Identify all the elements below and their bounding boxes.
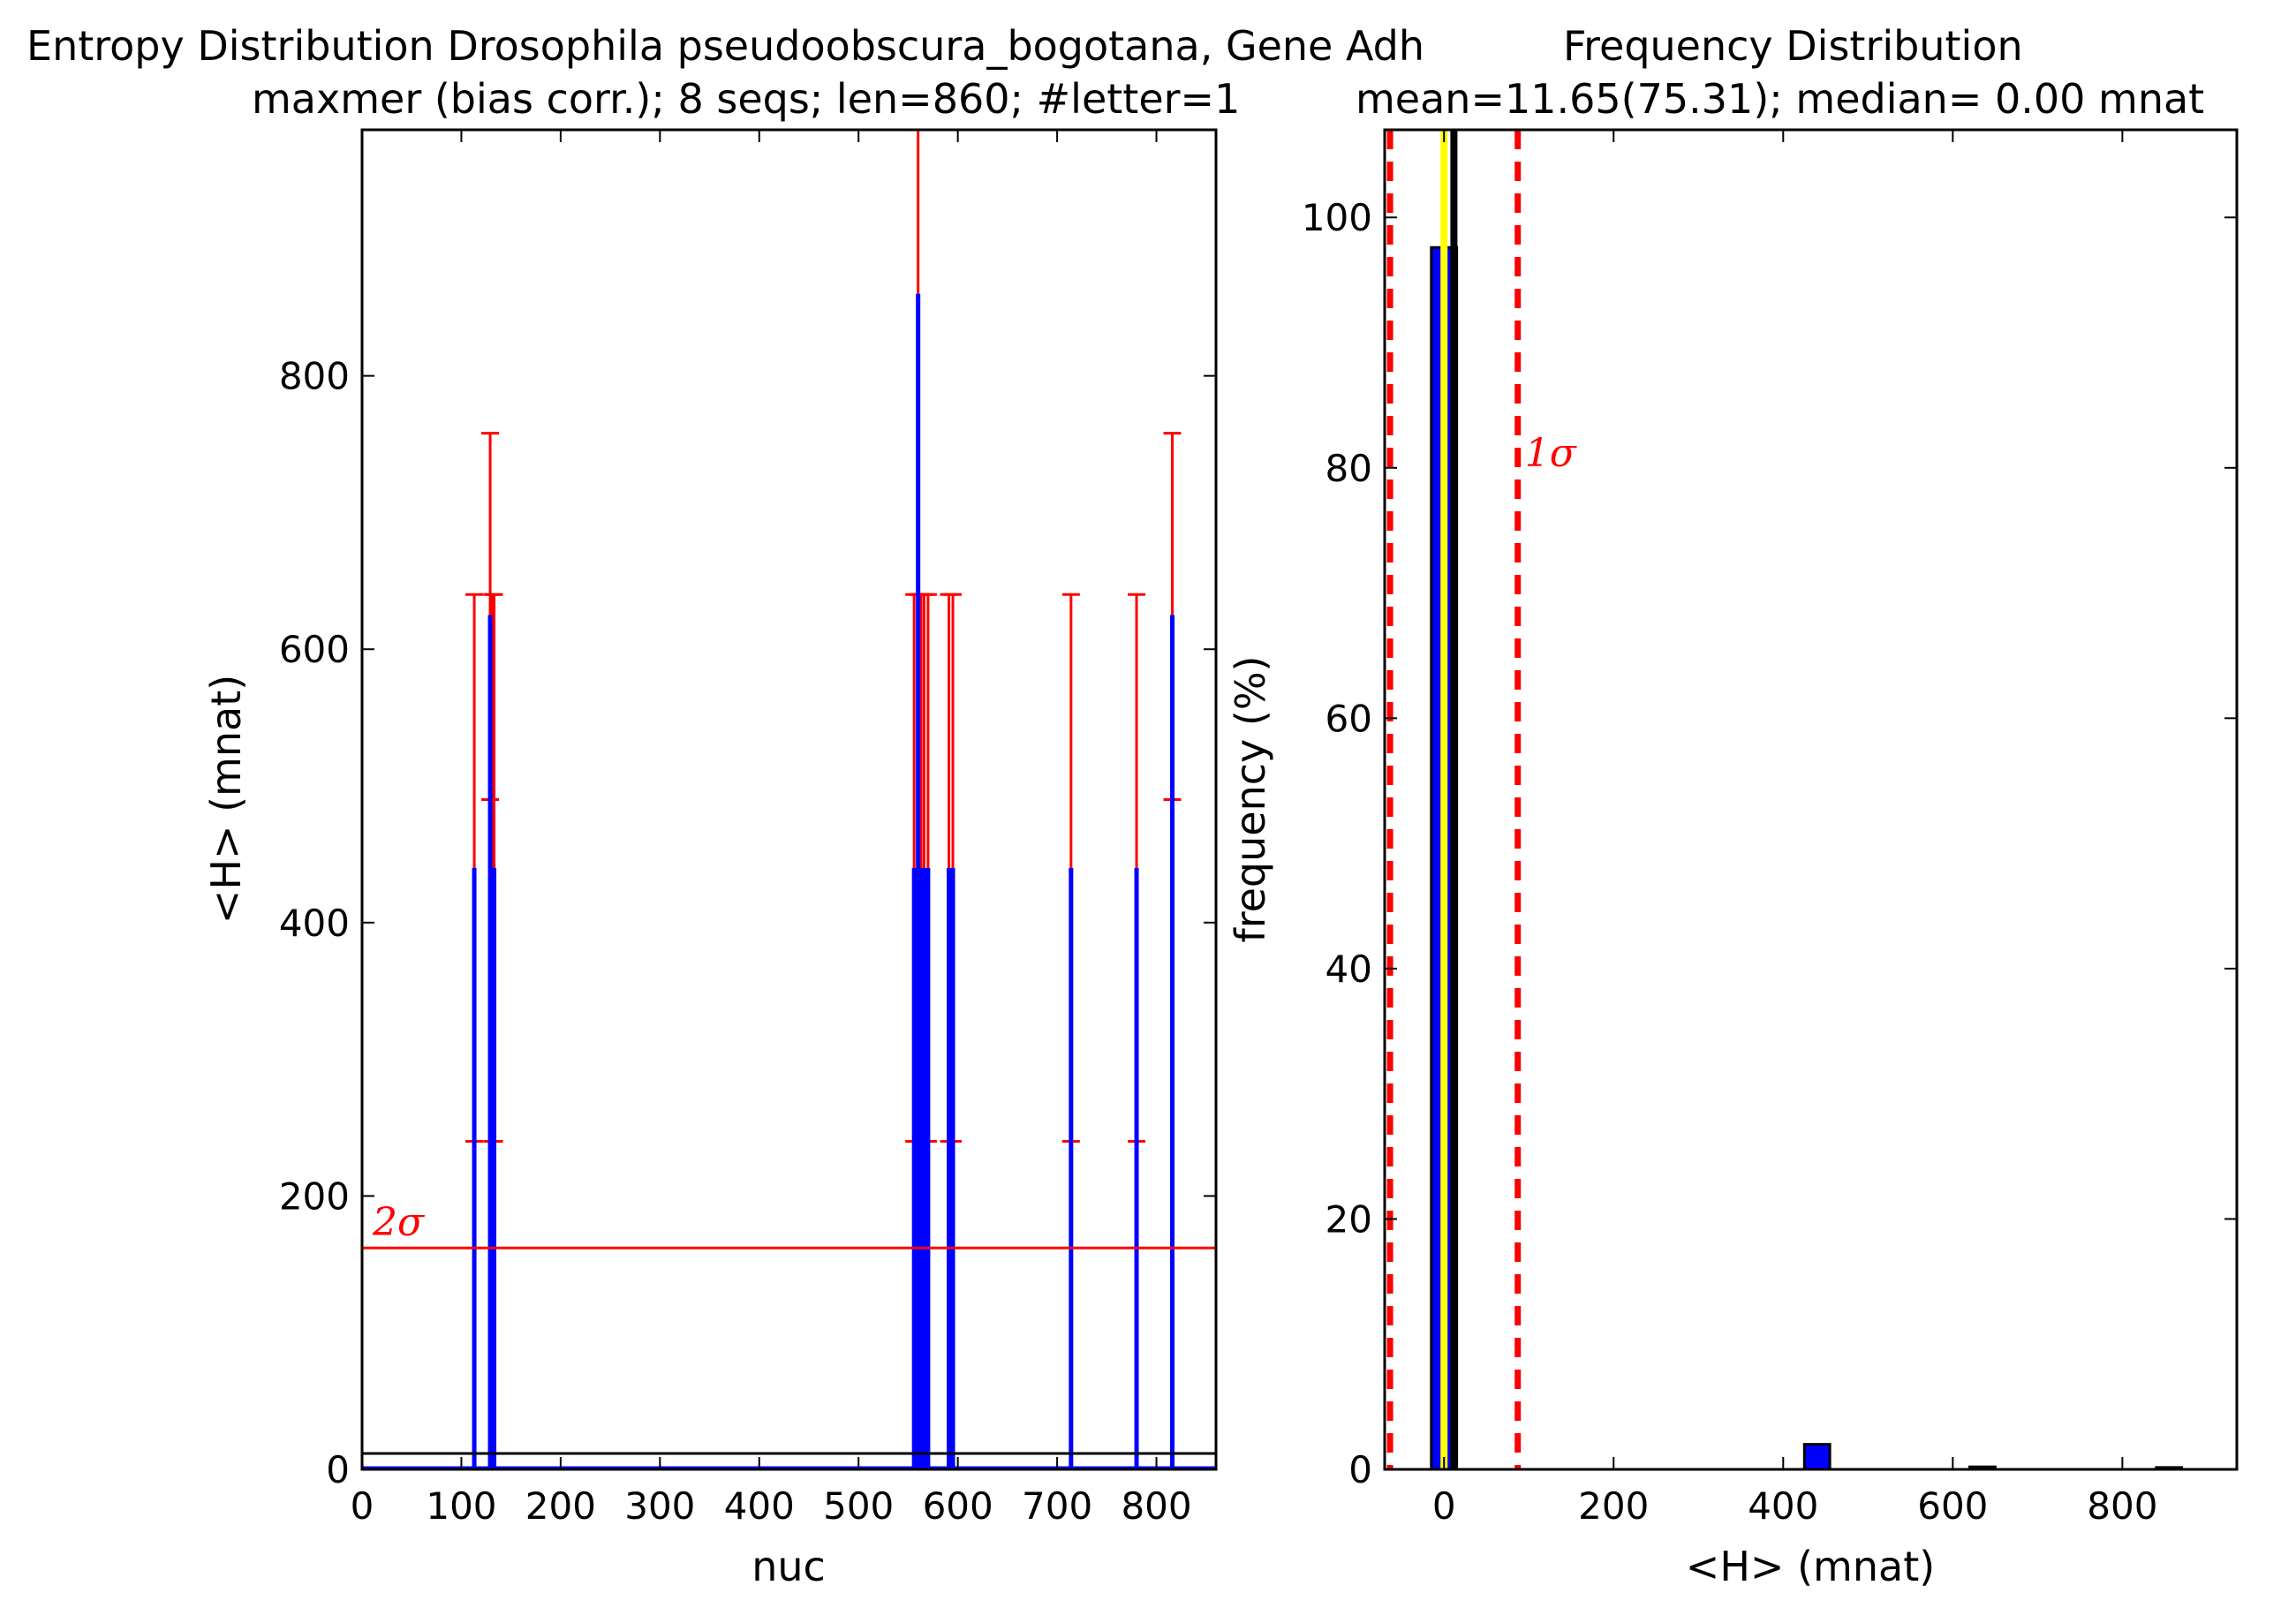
entropy-plot: 2σ 0 100 200 300 400 500 600 700 800 0 200 400 600 80…: [202, 128, 1218, 1590]
y-tick-label: 0: [326, 1448, 350, 1491]
left-ylabel: <H> (mnat): [202, 675, 250, 924]
y-tick-label: 200: [279, 1174, 350, 1218]
y-tick-label: 800: [279, 355, 350, 398]
x-tick-label: 400: [724, 1484, 795, 1528]
x-tick-label: 500: [823, 1484, 894, 1528]
right-plot-frame: [1383, 128, 2239, 1471]
x-tick-label: 400: [1748, 1484, 1818, 1528]
x-tick-label: 200: [1578, 1484, 1649, 1528]
right-subtitle: mean=11.65(75.31); median= 0.00 mnat: [1356, 75, 2204, 123]
x-tick-label: 100: [426, 1484, 496, 1528]
x-tick-label: 600: [1917, 1484, 1988, 1528]
x-tick-label: 200: [525, 1484, 596, 1528]
left-xlabel: nuc: [751, 1543, 826, 1590]
y-tick-label: 100: [1302, 196, 1372, 239]
histogram-bar: [1802, 1443, 1832, 1471]
x-tick-label: 800: [1121, 1484, 1191, 1528]
right-ylabel: frequency (%): [1227, 656, 1274, 943]
y-tick-label: 600: [279, 628, 350, 671]
x-tick-label: 700: [1022, 1484, 1092, 1528]
y-tick-label: 0: [1348, 1448, 1372, 1491]
y-tick-label: 20: [1325, 1197, 1372, 1241]
x-tick-label: 0: [351, 1484, 374, 1528]
two-sigma-label: 2σ: [372, 1200, 426, 1245]
x-tick-label: 0: [1432, 1484, 1456, 1528]
y-tick-label: 60: [1325, 697, 1372, 740]
right-title: Frequency Distribution: [1563, 22, 2023, 70]
right-xlabel: <H> (mnat): [1686, 1543, 1935, 1590]
y-tick-label: 80: [1325, 447, 1372, 490]
left-subtitle: maxmer (bias corr.); 8 seqs; len=860; #l…: [252, 75, 1240, 123]
x-tick-label: 600: [923, 1484, 993, 1528]
x-tick-label: 300: [624, 1484, 695, 1528]
left-plot-frame: [360, 128, 1218, 1471]
one-sigma-label: 1σ: [1525, 431, 1578, 476]
y-tick-label: 40: [1325, 947, 1372, 991]
x-tick-label: 800: [2087, 1484, 2157, 1528]
left-title: Entropy Distribution Drosophila pseudoob…: [26, 22, 1424, 70]
y-tick-label: 400: [279, 902, 350, 945]
